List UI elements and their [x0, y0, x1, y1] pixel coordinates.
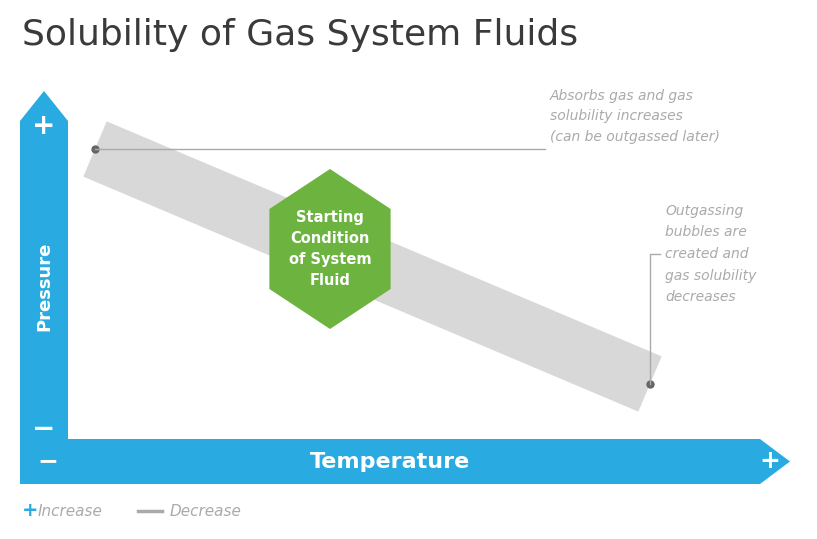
Text: +: + — [22, 501, 38, 521]
Polygon shape — [20, 439, 790, 484]
Text: −: − — [38, 450, 59, 473]
Text: Solubility of Gas System Fluids: Solubility of Gas System Fluids — [22, 18, 578, 52]
Polygon shape — [83, 121, 662, 412]
Text: Absorbs gas and gas
solubility increases
(can be outgassed later): Absorbs gas and gas solubility increases… — [550, 89, 720, 144]
Text: +: + — [33, 112, 56, 140]
Text: Increase: Increase — [38, 503, 103, 519]
Polygon shape — [20, 91, 68, 451]
Text: Decrease: Decrease — [170, 503, 242, 519]
Text: −: − — [33, 415, 56, 443]
Polygon shape — [270, 169, 391, 329]
Text: Outgassing
bubbles are
created and
gas solubility
decreases: Outgassing bubbles are created and gas s… — [665, 204, 757, 305]
Text: Pressure: Pressure — [35, 241, 53, 331]
Text: +: + — [760, 450, 780, 473]
Text: Starting
Condition
of System
Fluid: Starting Condition of System Fluid — [288, 210, 371, 288]
Text: Temperature: Temperature — [310, 452, 470, 472]
